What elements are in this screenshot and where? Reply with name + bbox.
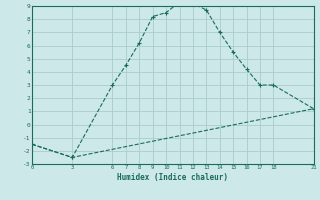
X-axis label: Humidex (Indice chaleur): Humidex (Indice chaleur) [117, 173, 228, 182]
